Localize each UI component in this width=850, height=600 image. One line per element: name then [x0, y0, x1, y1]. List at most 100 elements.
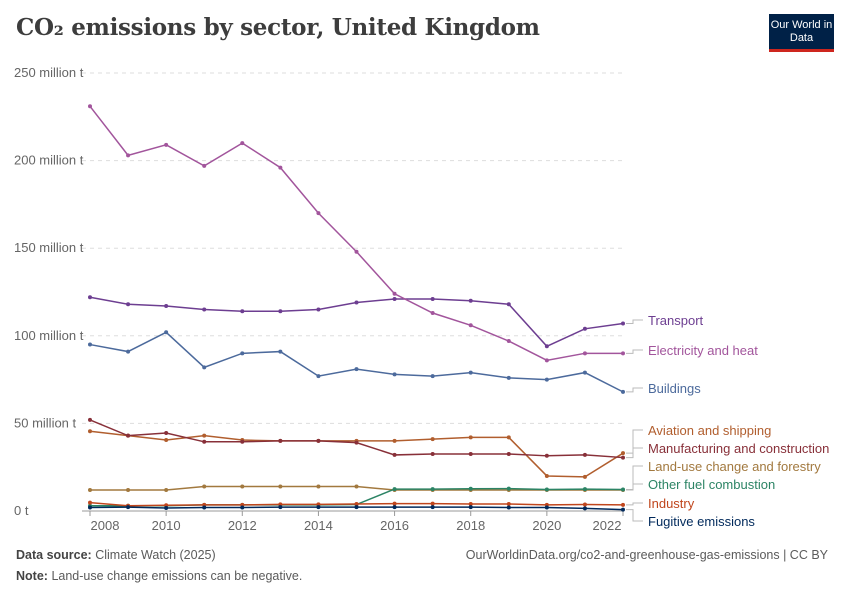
y-tick-label: 100 million t	[14, 328, 84, 343]
data-point	[392, 291, 397, 296]
data-point	[582, 351, 587, 356]
data-point	[316, 438, 321, 443]
data-point	[164, 330, 169, 335]
data-point	[316, 374, 321, 379]
data-point	[126, 505, 131, 510]
label-connector	[626, 509, 643, 522]
series-line	[89, 296, 624, 348]
note: Note: Land-use change emissions can be n…	[16, 569, 302, 583]
data-point	[164, 487, 169, 492]
data-point	[202, 439, 207, 444]
data-point	[240, 351, 245, 356]
data-point	[506, 452, 511, 457]
series-label: Other fuel combustion	[648, 477, 775, 492]
label-connector	[626, 429, 643, 454]
series-label: Industry	[648, 496, 695, 511]
data-point	[544, 344, 549, 349]
data-point	[430, 311, 435, 316]
chart-title: CO₂ emissions by sector, United Kingdom	[16, 14, 540, 41]
data-point	[278, 309, 283, 314]
data-point	[468, 486, 473, 491]
data-point	[316, 502, 321, 507]
data-point	[621, 502, 625, 507]
data-point	[278, 484, 283, 489]
series-label: Fugitive emissions	[648, 514, 755, 529]
x-tick-label: 2014	[304, 518, 333, 533]
data-point	[544, 358, 549, 363]
data-point	[202, 433, 207, 438]
label-connector	[626, 387, 643, 393]
data-point	[430, 487, 435, 492]
data-point	[164, 503, 169, 508]
data-point	[468, 505, 473, 510]
data-point	[506, 505, 511, 510]
data-point	[582, 474, 587, 479]
data-point	[430, 452, 435, 457]
data-point	[88, 429, 92, 434]
source-label: Data source:	[16, 548, 92, 562]
data-point	[240, 484, 245, 489]
data-point	[354, 484, 359, 489]
data-point	[278, 165, 283, 170]
data-point	[316, 505, 321, 510]
data-point	[392, 297, 397, 302]
data-point	[430, 505, 435, 510]
data-point	[468, 298, 473, 303]
series-label: Electricity and heat	[648, 343, 758, 358]
series-label: Manufacturing and construction	[648, 441, 829, 456]
data-point	[392, 505, 397, 510]
data-point	[202, 307, 207, 312]
y-tick-label: 200 million t	[14, 153, 84, 168]
label-connector	[626, 483, 643, 490]
data-point	[354, 300, 359, 305]
label-connector	[626, 447, 643, 459]
data-point	[430, 297, 435, 302]
data-point	[582, 326, 587, 331]
data-point	[278, 438, 283, 443]
data-point	[506, 375, 511, 380]
y-tick-label: 0 t	[14, 503, 29, 518]
data-point	[430, 437, 435, 442]
series-line	[89, 430, 624, 478]
note-label: Note:	[16, 569, 48, 583]
data-point	[392, 438, 397, 443]
data-point	[354, 501, 359, 506]
y-tick-label: 150 million t	[14, 240, 84, 255]
label-connector	[626, 465, 643, 491]
data-point	[88, 505, 92, 510]
data-point	[354, 440, 359, 445]
data-point	[240, 309, 245, 314]
data-point	[544, 377, 549, 382]
data-point	[582, 502, 587, 507]
data-point	[468, 435, 473, 440]
data-point	[544, 453, 549, 458]
data-point	[88, 417, 92, 422]
data-point	[392, 452, 397, 457]
data-point	[202, 505, 207, 510]
data-point	[544, 487, 549, 492]
data-point	[392, 487, 397, 492]
data-point	[278, 502, 283, 507]
owid-logo[interactable]: Our World in Data	[769, 14, 834, 52]
data-point	[164, 142, 169, 147]
data-point	[240, 141, 245, 146]
data-point	[621, 321, 625, 326]
data-point	[202, 365, 207, 370]
data-point	[544, 473, 549, 478]
data-point	[354, 249, 359, 254]
series-label: Buildings	[648, 381, 701, 396]
data-point	[544, 505, 549, 510]
data-point	[430, 374, 435, 379]
source-text: Climate Watch (2025)	[95, 548, 216, 562]
source-url[interactable]: OurWorldinData.org/co2-and-greenhouse-ga…	[465, 548, 828, 562]
x-tick-label: 2018	[456, 518, 485, 533]
data-point	[506, 302, 511, 307]
data-point	[164, 438, 169, 443]
x-tick-label: 2012	[228, 518, 257, 533]
data-point	[126, 349, 131, 354]
data-point	[126, 153, 131, 158]
label-connector	[626, 349, 643, 354]
data-point	[506, 486, 511, 491]
data-point	[278, 505, 283, 510]
